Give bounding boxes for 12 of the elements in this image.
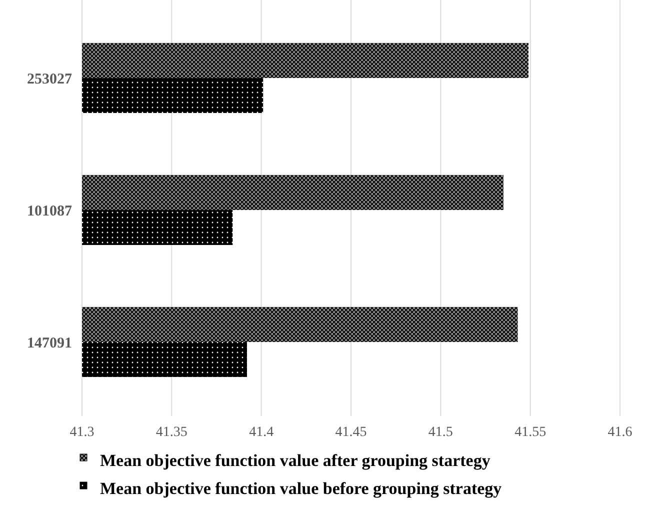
x-tick-label: 41.4 bbox=[249, 425, 274, 440]
x-tick-label: 41.45 bbox=[335, 425, 367, 440]
y-tick-label: 101087 bbox=[27, 203, 72, 220]
x-tick-label: 41.5 bbox=[428, 425, 453, 440]
legend-label: Mean objective function value after grouping startegy bbox=[100, 450, 491, 470]
legend-label: Mean objective function value before grouping strategy bbox=[100, 478, 502, 498]
x-tick-label: 41.55 bbox=[514, 425, 546, 440]
x-tick-label: 41.3 bbox=[70, 425, 94, 440]
y-tick-label: 253027 bbox=[27, 71, 72, 88]
x-tick-label: 41.6 bbox=[608, 425, 632, 440]
x-tick-label: 41.35 bbox=[156, 425, 188, 440]
y-tick-label: 147091 bbox=[27, 335, 72, 352]
